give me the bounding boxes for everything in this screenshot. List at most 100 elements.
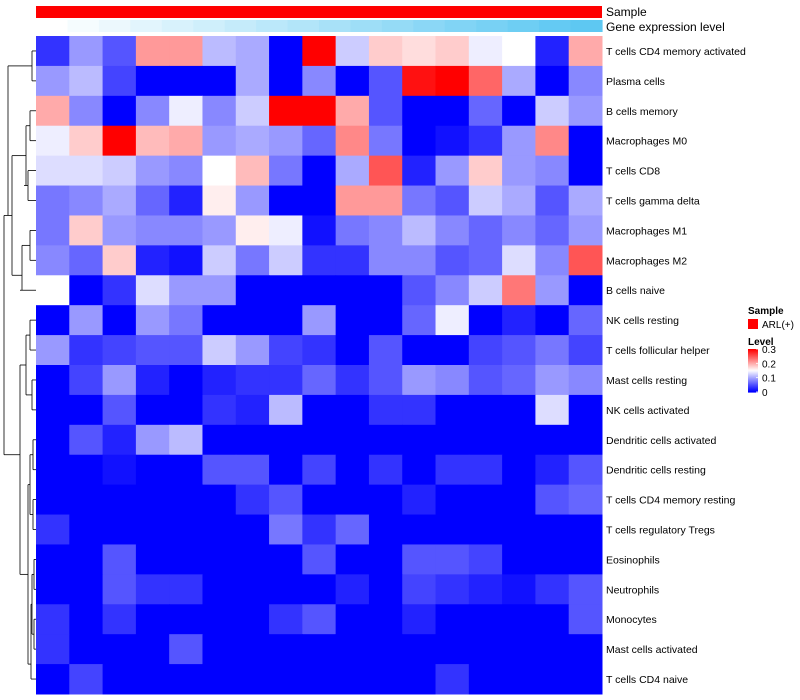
heatmap-cell [435,604,470,635]
heatmap-cell [568,574,603,605]
heatmap-cell [402,305,437,336]
heatmap-cell [335,36,370,67]
heatmap-cell [269,245,303,276]
heatmap-cell [368,544,403,575]
row-label: Neutrophils [606,584,659,596]
legend-level-title: Level [748,337,774,348]
heatmap-cell [69,484,104,516]
heatmap-cell [102,245,137,276]
heatmap-cell [36,424,70,456]
heatmap-cell [135,484,170,516]
heatmap-cell [102,95,137,127]
heatmap-cell [502,125,536,157]
heatmap-cell [169,604,203,635]
heatmap-cell [468,484,503,516]
heatmap-cell [535,634,570,665]
row-label: Monocytes [606,614,657,626]
row-label: T cells CD4 naive [606,674,688,686]
heatmap-cell [302,65,337,97]
heatmap-cell [568,514,603,545]
heatmap-cell [36,514,70,545]
heatmap-cells [36,36,603,695]
heatmap-cell [468,65,503,97]
legend-sample-title: Sample [748,306,784,317]
heatmap-cell [335,604,370,635]
legend-tick-label: 0 [762,388,768,399]
heatmap-cell [402,155,437,187]
heatmap-cell [335,305,370,336]
heatmap-cell [102,275,137,306]
legend-gradient-step [748,380,758,382]
heatmap-cell [169,95,203,127]
heatmap-cell [269,604,303,635]
heatmap-cell [169,394,203,426]
heatmap-cell [135,424,170,456]
heatmap-cell [36,95,70,127]
heatmap-cell [135,125,170,157]
heatmap-cell [269,95,303,127]
heatmap-cell [202,215,237,246]
heatmap-cell [502,394,536,426]
heatmap-cell [435,544,470,575]
row-label: T cells follicular helper [606,345,710,357]
heatmap-cell [468,335,503,366]
heatmap-cell [102,394,137,426]
row-dendrogram [3,50,36,680]
sample-annotation-bar [36,6,602,18]
heatmap-cell [235,185,270,216]
row-label: Plasma cells [606,76,665,88]
heatmap-cell [335,215,370,246]
heatmap-cell [368,424,403,456]
heatmap-cell [402,454,437,486]
row-label: NK cells activated [606,405,690,417]
legend-gradient-step [748,390,758,393]
row-label: B cells memory [606,106,679,118]
heatmap-cell [335,424,370,456]
heatmap-cell [335,664,370,695]
heatmap-cell [402,95,437,127]
heatmap-cell [69,574,104,605]
heatmap-cell [435,245,470,276]
heatmap-cell [36,155,70,187]
heatmap-cell [36,634,70,665]
heatmap-cell [468,424,503,456]
legend-gradient-step [748,360,758,363]
heatmap-cell [435,185,470,216]
heatmap-cell [269,394,303,426]
heatmap-cell [435,215,470,246]
heatmap-cell [202,544,237,575]
legend-gradient-step [748,371,758,374]
heatmap-cell [535,484,570,516]
heatmap-cell [402,514,437,545]
heatmap-cell [435,484,470,516]
row-label: T cells CD4 memory activated [606,46,746,58]
heatmap-cell [568,634,603,665]
heatmap-cell [435,36,470,67]
heatmap-cell [69,664,104,695]
heatmap-cell [36,245,70,276]
heatmap-cell [235,514,270,545]
heatmap-cell [368,574,403,605]
expression-annotation-cell [98,20,131,32]
heatmap-cell [435,574,470,605]
heatmap-cell [36,335,70,366]
heatmap-cell [502,604,536,635]
heatmap-cell [169,65,203,97]
legend-gradient-step [748,351,758,353]
heatmap-cell [468,185,503,216]
heatmap-cell [535,245,570,276]
heatmap-cell [302,36,337,67]
heatmap-cell [468,365,503,396]
heatmap-cell [135,365,170,396]
heatmap-cell [302,125,337,157]
heatmap-cell [535,544,570,575]
heatmap-cell [202,634,237,665]
heatmap-cell [269,514,303,545]
heatmap-cell [69,185,104,216]
heatmap-cell [202,275,237,306]
heatmap-cell [368,125,403,157]
heatmap-cell [468,95,503,127]
heatmap-cell [535,305,570,336]
heatmap-cell [468,604,503,635]
legend-gradient-step [748,373,758,376]
